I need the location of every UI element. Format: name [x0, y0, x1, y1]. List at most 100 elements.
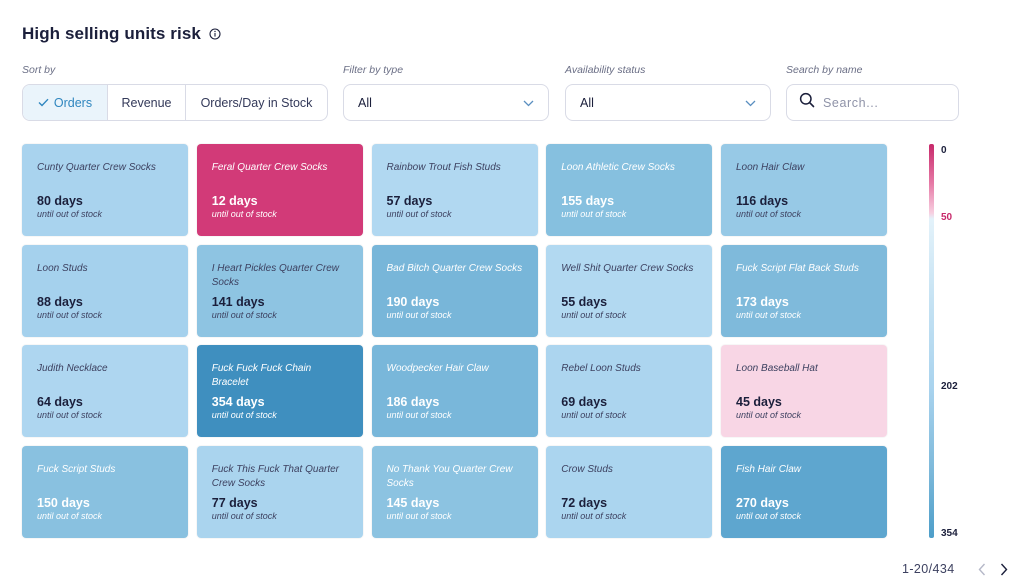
- days-until-out-of-stock: 150 days: [37, 495, 90, 510]
- days-caption: until out of stock: [386, 209, 452, 219]
- product-name: Loon Athletic Crew Socks: [561, 162, 675, 173]
- type-filter-select[interactable]: All: [343, 84, 549, 121]
- product-name: Woodpecker Hair Claw: [386, 363, 489, 375]
- product-tile[interactable]: Fuck This Fuck That Quarter Crew Socks 77…: [196, 445, 363, 538]
- product-tile[interactable]: No Thank You Quarter Crew Socks 145 days u…: [371, 445, 538, 538]
- days-caption: until out of stock: [736, 510, 802, 521]
- days-until-out-of-stock: 155 days: [561, 194, 615, 208]
- days-until-out-of-stock: 69 days: [561, 395, 608, 410]
- days-caption: until out of stock: [37, 209, 103, 219]
- product-tile[interactable]: Bad Bitch Quarter Crew Socks 190 days unti…: [371, 244, 538, 337]
- product-tile[interactable]: Feral Quarter Crew Socks 12 days until out…: [196, 144, 363, 236]
- sort-revenue-button[interactable]: Revenue: [108, 85, 186, 120]
- days-caption: until out of stock: [386, 410, 452, 421]
- days-caption: until out of stock: [37, 410, 103, 421]
- sort-revenue-label: Revenue: [121, 95, 172, 110]
- chevron-right-icon[interactable]: [998, 562, 1010, 576]
- product-name: Fuck Script Studs: [37, 463, 116, 475]
- product-tile[interactable]: Cunty Quarter Crew Socks 80 days until out…: [22, 144, 188, 236]
- days-caption: until out of stock: [561, 410, 627, 421]
- product-tile[interactable]: Loon Studs 88 days until out of stock: [22, 244, 188, 337]
- product-name: Loon Baseball Hat: [736, 363, 818, 375]
- days-until-out-of-stock: 12 days: [211, 194, 258, 208]
- type-filter-label: Filter by type: [343, 64, 404, 76]
- days-until-out-of-stock: 173 days: [736, 294, 789, 309]
- legend-label-mid: 202: [941, 381, 958, 392]
- sort-orders-label: Orders: [53, 95, 93, 110]
- sort-orders-button[interactable]: Orders: [23, 85, 108, 120]
- product-tile[interactable]: Fish Hair Claw 270 days until out of stock: [721, 445, 887, 538]
- days-caption: until out of stock: [211, 510, 277, 521]
- chevron-down-icon: [745, 96, 756, 110]
- days-caption: until out of stock: [736, 309, 802, 320]
- risk-heatmap-grid: Cunty Quarter Crew Socks 80 days until out…: [22, 144, 887, 538]
- chevron-left-icon[interactable]: [976, 562, 988, 576]
- product-name: No Thank You Quarter Crew Socks: [386, 463, 513, 489]
- product-tile[interactable]: Rebel Loon Studs 69 days until out of stoc…: [546, 345, 713, 438]
- product-name: Fuck Script Flat Back Studs: [736, 262, 859, 274]
- product-tile[interactable]: Judith Necklace 64 days until out of stock: [22, 345, 188, 438]
- search-input[interactable]: [823, 95, 933, 110]
- info-circle-icon[interactable]: [209, 28, 221, 40]
- product-tile[interactable]: Fuck Script Flat Back Studs 173 days until…: [721, 244, 887, 337]
- product-name: Loon Hair Claw: [736, 162, 805, 173]
- days-until-out-of-stock: 116 days: [736, 194, 789, 208]
- product-tile[interactable]: I Heart Pickles Quarter Crew Socks 141 da…: [196, 244, 363, 337]
- product-tile[interactable]: Fuck Script Studs 150 days until out of st…: [22, 445, 188, 538]
- availability-value: All: [580, 95, 594, 110]
- search-box: [786, 84, 959, 121]
- product-tile[interactable]: Rainbow Trout Fish Studs 57 days until out…: [371, 144, 538, 236]
- check-icon: [38, 96, 49, 110]
- search-label: Search by name: [786, 64, 863, 76]
- sort-orders-per-day-button[interactable]: Orders/Day in Stock: [186, 85, 327, 120]
- days-until-out-of-stock: 72 days: [561, 495, 608, 510]
- product-tile[interactable]: Loon Baseball Hat 45 days until out of sto…: [721, 345, 887, 438]
- days-until-out-of-stock: 354 days: [211, 395, 265, 410]
- product-name: Fuck This Fuck That Quarter Crew Socks: [211, 463, 340, 489]
- days-caption: until out of stock: [736, 410, 802, 421]
- days-caption: until out of stock: [37, 510, 103, 521]
- days-until-out-of-stock: 190 days: [386, 294, 440, 309]
- days-until-out-of-stock: 55 days: [561, 294, 608, 309]
- product-tile[interactable]: Loon Athletic Crew Socks 155 days until ou…: [546, 144, 713, 236]
- days-caption: until out of stock: [211, 410, 277, 421]
- product-name: Bad Bitch Quarter Crew Socks: [386, 262, 523, 274]
- days-caption: until out of stock: [561, 209, 627, 219]
- days-caption: until out of stock: [386, 510, 452, 521]
- days-caption: until out of stock: [561, 510, 627, 521]
- days-until-out-of-stock: 80 days: [37, 194, 83, 208]
- product-name: Judith Necklace: [37, 363, 108, 375]
- product-name: Cunty Quarter Crew Socks: [37, 162, 156, 173]
- type-filter-value: All: [358, 95, 372, 110]
- product-name: Rebel Loon Studs: [561, 363, 641, 375]
- availability-select[interactable]: All: [565, 84, 771, 121]
- product-name: Well Shit Quarter Crew Socks: [561, 262, 694, 274]
- days-caption: until out of stock: [37, 309, 103, 320]
- legend-color-scale: [929, 144, 934, 538]
- product-name: I Heart Pickles Quarter Crew Socks: [211, 262, 340, 288]
- days-until-out-of-stock: 141 days: [211, 294, 265, 309]
- product-tile[interactable]: Fuck Fuck Fuck Chain Bracelet 354 days unt…: [196, 345, 363, 438]
- days-caption: until out of stock: [561, 309, 627, 320]
- product-tile[interactable]: Loon Hair Claw 116 days until out of stock: [721, 144, 887, 236]
- product-name: Feral Quarter Crew Socks: [211, 162, 328, 173]
- days-until-out-of-stock: 270 days: [736, 495, 789, 510]
- product-name: Fish Hair Claw: [736, 463, 802, 475]
- days-caption: until out of stock: [211, 209, 277, 219]
- product-name: Rainbow Trout Fish Studs: [386, 162, 501, 173]
- product-tile[interactable]: Crow Studs 72 days until out of stock: [546, 445, 713, 538]
- days-until-out-of-stock: 64 days: [37, 395, 83, 410]
- product-tile[interactable]: Well Shit Quarter Crew Socks 55 days until…: [546, 244, 713, 337]
- legend-label-min: 0: [941, 145, 947, 156]
- pagination-range: 1-20/434: [902, 562, 955, 576]
- availability-label: Availability status: [565, 64, 646, 76]
- chevron-down-icon: [523, 96, 534, 110]
- legend-label-max: 354: [941, 528, 958, 539]
- header: High selling units risk: [22, 24, 221, 44]
- days-caption: until out of stock: [211, 309, 277, 320]
- page-title: High selling units risk: [22, 24, 201, 43]
- product-tile[interactable]: Woodpecker Hair Claw 186 days until out of…: [371, 345, 538, 438]
- product-name: Fuck Fuck Fuck Chain Bracelet: [211, 363, 312, 389]
- days-until-out-of-stock: 45 days: [736, 395, 782, 410]
- days-until-out-of-stock: 77 days: [211, 495, 258, 510]
